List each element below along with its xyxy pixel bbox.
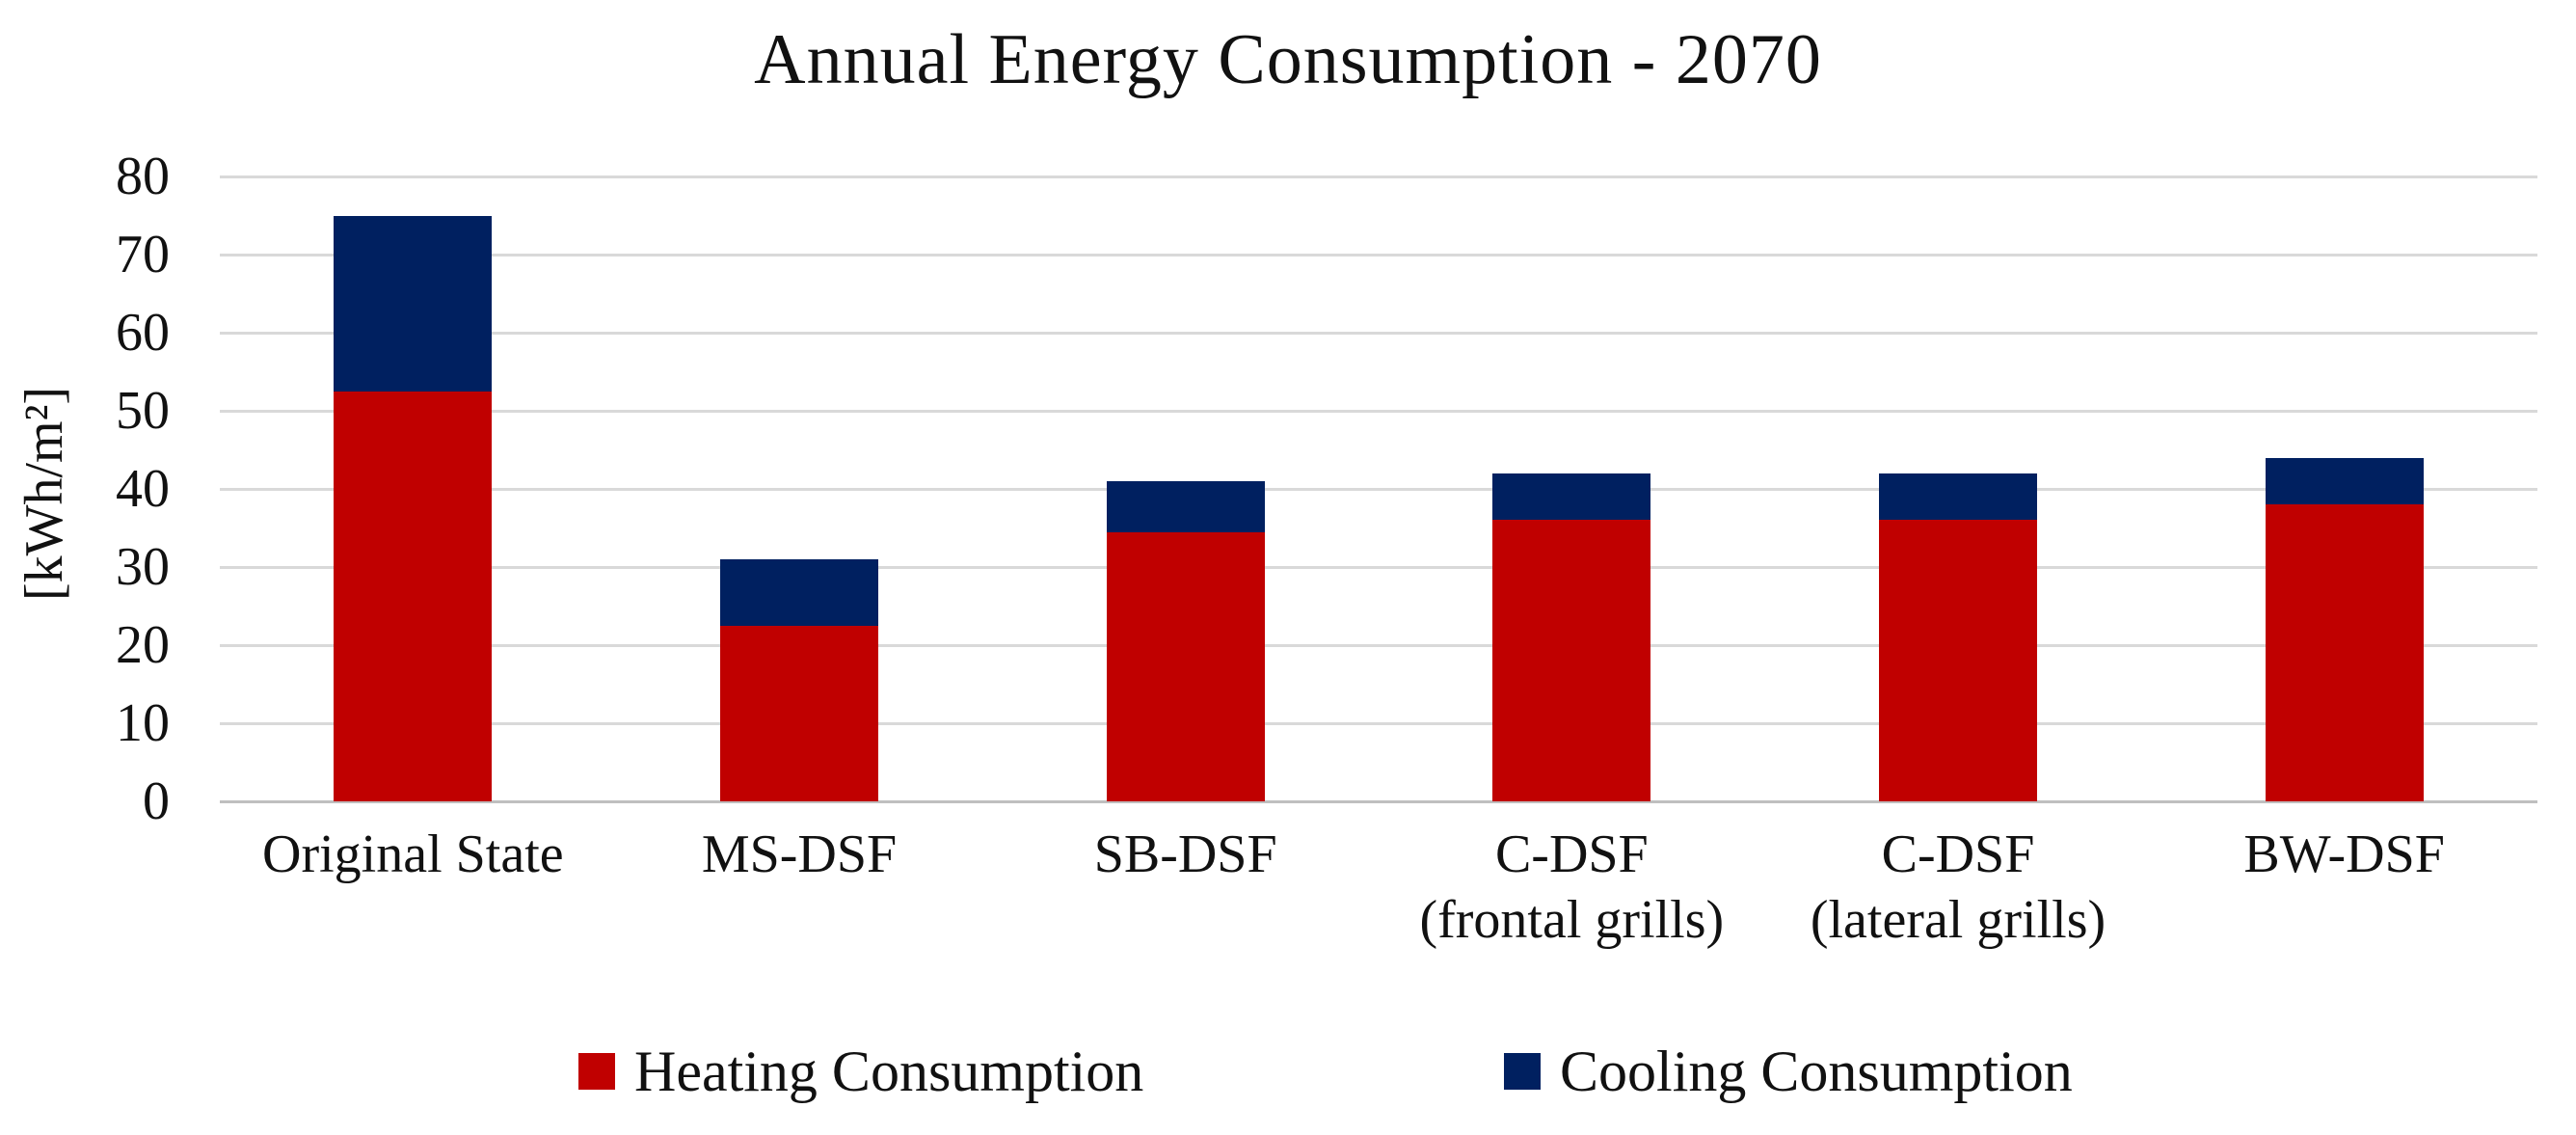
y-tick-0: 0 [143,771,170,831]
bar-segment-c-dsf-lateral-cooling-consumption [1879,473,2037,521]
bar-ms-dsf [720,558,878,801]
plot-area [220,175,2537,803]
y-tick-50: 50 [116,381,170,441]
chart-title: Annual Energy Consumption - 2070 [754,20,1822,99]
bar-c-dsf-frontal [1492,473,1651,801]
bar-segment-ms-dsf-cooling-consumption [720,558,878,626]
bar-segment-sb-dsf-heating-consumption [1106,531,1265,801]
gridline-20 [220,643,2537,647]
y-tick-20: 20 [116,615,170,675]
gridline-80 [220,175,2537,178]
x-label-sb-dsf: SB-DSF [1093,824,1277,884]
gridline-50 [220,409,2537,413]
y-tick-60: 60 [116,303,170,363]
gridline-40 [220,487,2537,491]
x-label-c-dsf-lateral-grills: C-DSF (lateral grills) [1810,824,2106,951]
gridline-30 [220,565,2537,569]
y-tick-10: 10 [116,693,170,753]
gridline-60 [220,331,2537,335]
gridline-70 [220,253,2537,257]
bar-sb-dsf [1106,480,1265,801]
y-tick-30: 30 [116,537,170,597]
y-tick-80: 80 [116,147,170,206]
x-axis-line [220,799,2537,803]
bar-segment-original-state-heating-consumption [334,391,493,801]
bar-segment-bw-dsf-cooling-consumption [2265,457,2424,505]
bar-segment-c-dsf-lateral-heating-consumption [1879,520,2037,801]
cooling-legend-swatch-icon [1504,1053,1541,1090]
bar-original-state [334,215,493,801]
x-label-ms-dsf: MS-DSF [701,824,898,884]
legend-label-cooling: Cooling Consumption [1560,1040,2073,1103]
bar-c-dsf-lateral [1879,473,2037,801]
gridline-10 [220,721,2537,725]
bar-bw-dsf [2265,457,2424,801]
x-label-c-dsf-frontal-grills: C-DSF (frontal grills) [1419,824,1725,951]
legend-entry-heating: Heating Consumption [578,1040,1143,1103]
x-label-bw-dsf: BW-DSF [2243,824,2445,884]
y-tick-70: 70 [116,225,170,284]
bar-segment-sb-dsf-cooling-consumption [1106,480,1265,532]
x-label-original-state: Original State [262,824,564,884]
bar-segment-ms-dsf-heating-consumption [720,625,878,801]
legend-entry-cooling: Cooling Consumption [1504,1040,2073,1103]
bar-segment-c-dsf-frontal-heating-consumption [1492,520,1651,801]
legend-label-heating: Heating Consumption [634,1040,1144,1103]
bar-segment-bw-dsf-heating-consumption [2265,504,2424,801]
bar-segment-c-dsf-frontal-cooling-consumption [1492,473,1651,521]
heating-legend-swatch-icon [578,1053,615,1090]
bar-segment-original-state-cooling-consumption [334,215,493,392]
y-tick-40: 40 [116,459,170,519]
